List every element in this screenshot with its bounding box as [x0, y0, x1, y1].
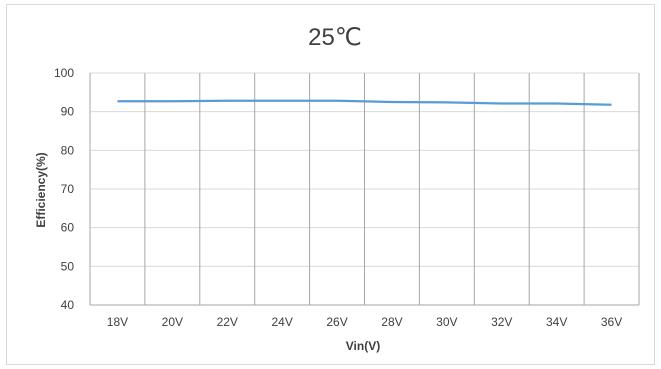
y-tick-label: 60: [61, 221, 75, 235]
x-tick-label: 18V: [107, 315, 128, 329]
y-tick-label: 70: [61, 182, 75, 196]
x-tick-label: 32V: [491, 315, 512, 329]
chart-title: 25℃: [308, 24, 362, 51]
x-tick-label: 22V: [217, 315, 238, 329]
series-layer: [117, 99, 612, 106]
x-tick-label: 26V: [326, 315, 347, 329]
y-tick-label: 90: [61, 105, 75, 119]
y-tick-label: 80: [61, 143, 75, 157]
x-tick-label: 20V: [162, 315, 183, 329]
x-tick-label: 34V: [546, 315, 567, 329]
y-tick-label: 50: [61, 259, 75, 273]
grid: [89, 72, 640, 305]
y-tick-label: 40: [61, 298, 75, 312]
series-line: [117, 99, 612, 106]
x-tick-label: 36V: [601, 315, 622, 329]
x-tick-label: 30V: [436, 315, 457, 329]
tick-labels: 40 50 60 70 80 90 100 18V 20V 22V 24V 26V 28V 30V 32V 3…: [54, 66, 622, 329]
y-tick-label: 100: [54, 66, 74, 80]
x-axis-label: Vin(V): [346, 339, 380, 353]
x-tick-label: 24V: [271, 315, 292, 329]
y-axis-label: Efficiency(%): [34, 152, 48, 227]
x-tick-label: 28V: [381, 315, 402, 329]
